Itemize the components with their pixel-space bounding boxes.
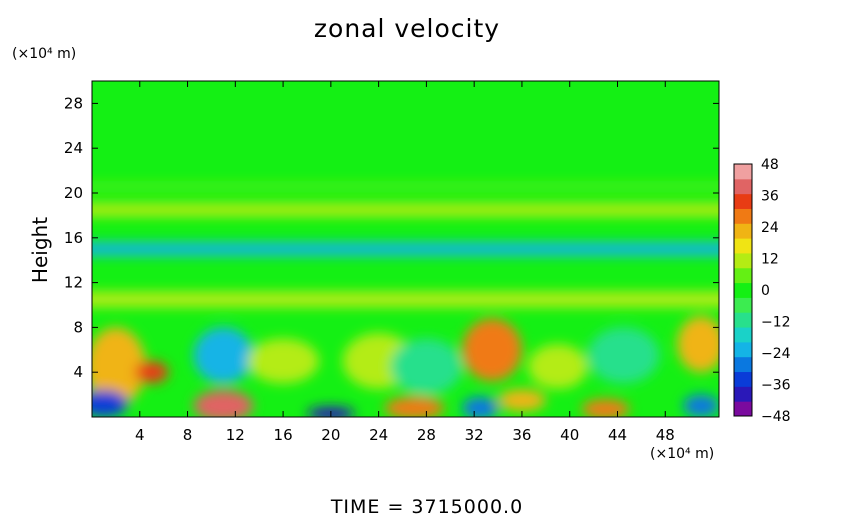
colorbar-tick-label: 0: [761, 283, 770, 299]
y-tick-label: 28: [64, 94, 83, 112]
y-tick-label: 24: [64, 139, 83, 157]
velocity-cell: [92, 390, 128, 417]
x-tick-label: 24: [369, 426, 388, 444]
colorbar-segment: [734, 178, 752, 195]
field-features: [92, 183, 719, 417]
y-tick-label: 20: [64, 184, 83, 202]
velocity-cell: [587, 327, 660, 384]
x-tick-label: 36: [512, 426, 531, 444]
colorbar-tick-label: −24: [761, 346, 791, 362]
colorbar-segment: [734, 356, 752, 373]
y-tick-label: 4: [73, 363, 83, 381]
colorbar: 48 36 24 12 0 −12 −24 −36 −48: [733, 157, 791, 425]
x-tick-label: 20: [321, 426, 340, 444]
colorbar-tick-label: 48: [761, 157, 779, 173]
y-tick-label: 16: [64, 229, 83, 247]
x-tick-label: 8: [183, 426, 193, 444]
x-tick-label: 12: [226, 426, 245, 444]
x-tick-label: 28: [417, 426, 436, 444]
colorbar-segment: [734, 208, 752, 224]
velocity-cell: [527, 344, 588, 389]
colorbar-tick-label: −36: [761, 378, 791, 394]
colorbar-tick-label: 24: [761, 220, 779, 236]
colorbar-segment: [734, 238, 752, 254]
velocity-cell: [581, 399, 630, 417]
colorbar-segment: [734, 193, 752, 209]
x-tick-label: 40: [560, 426, 579, 444]
x-axis-unit: (×10⁴ m): [650, 446, 715, 462]
colorbar-segment: [734, 401, 752, 417]
colorbar-segment: [734, 341, 752, 358]
colorbar-segment: [734, 327, 752, 343]
colorbar-segment: [734, 386, 752, 402]
x-tick-label: 32: [465, 426, 484, 444]
colorbar-segment: [734, 252, 752, 269]
colorbar-segment: [734, 164, 752, 180]
velocity-cell: [498, 389, 546, 412]
velocity-cell: [462, 318, 522, 382]
velocity-band: [92, 203, 719, 217]
velocity-band: [92, 183, 719, 190]
velocity-cell: [384, 396, 445, 417]
velocity-cell: [193, 390, 254, 417]
y-axis-unit: (×10⁴ m): [12, 46, 77, 62]
velocity-cell: [390, 338, 463, 395]
velocity-cell: [677, 316, 719, 373]
time-label: TIME = 3715000.0: [330, 496, 524, 518]
velocity-field: [92, 81, 719, 417]
x-tick-label: 16: [274, 426, 293, 444]
colorbar-segment: [734, 312, 752, 328]
colorbar-segment: [734, 371, 752, 387]
x-tick-label: 48: [656, 426, 675, 444]
colorbar-segment: [734, 267, 752, 284]
colorbar-frame: [733, 163, 753, 417]
velocity-cell: [683, 394, 719, 417]
y-tick-label: 12: [64, 274, 83, 292]
colorbar-segment: [734, 282, 752, 298]
velocity-cell: [92, 327, 146, 406]
colorbar-segment: [734, 223, 752, 239]
velocity-band: [92, 291, 719, 308]
velocity-cell: [134, 361, 169, 384]
velocity-cell: [462, 396, 499, 417]
colorbar-segment: [734, 297, 752, 313]
colorbar-tick-label: −12: [761, 315, 791, 331]
colorbar-tick-label: 36: [761, 189, 779, 205]
x-tick-label: 44: [608, 426, 627, 444]
chart-title: zonal velocity: [313, 14, 501, 43]
velocity-cell: [193, 327, 254, 384]
colorbar-tick-label: −48: [761, 409, 791, 425]
x-tick-label: 4: [135, 426, 145, 444]
y-tick-label: 8: [73, 318, 83, 336]
velocity-cell: [247, 338, 319, 384]
plot-frame: [91, 80, 720, 418]
velocity-band: [92, 242, 719, 256]
colorbar-tick-label: 12: [761, 252, 779, 268]
